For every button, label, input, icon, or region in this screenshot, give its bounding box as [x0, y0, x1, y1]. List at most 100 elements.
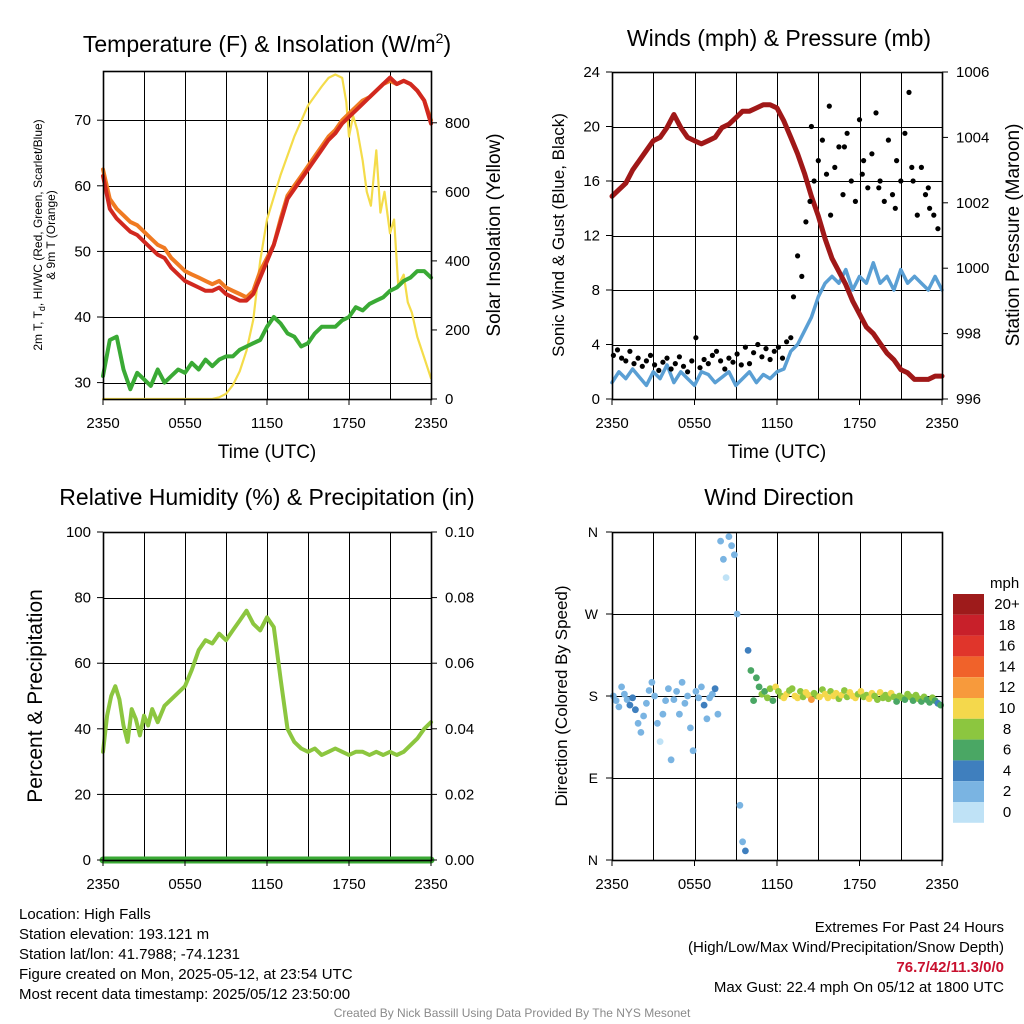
y-right-tick-label: 0.04: [445, 721, 474, 738]
x-tick-label: 1750: [843, 415, 876, 432]
y-right-tick-label: 1002: [956, 195, 989, 212]
colorbar-swatch: [953, 635, 984, 657]
gust-point: [652, 362, 658, 368]
gust-point: [779, 355, 786, 361]
gust-point: [927, 205, 933, 211]
y-tick-label: 40: [74, 721, 91, 738]
direction-point: [651, 692, 658, 700]
direction-point: [709, 690, 716, 698]
gust-point: [722, 366, 728, 372]
y-tick-label: 4: [592, 337, 600, 354]
colorbar: mph 20+ 18 16 14 12 10 8 6 4 2 0: [953, 575, 1020, 823]
chart-title: Relative Humidity (%) & Precipitation (i…: [59, 484, 474, 510]
gust-point: [680, 363, 687, 369]
x-tick-label: 1750: [332, 415, 365, 432]
x-tick-label: 2350: [414, 415, 447, 432]
direction-point: [714, 710, 722, 718]
direction-point: [739, 838, 746, 846]
gust-point: [910, 178, 916, 184]
y-tick-label: 30: [74, 375, 91, 392]
direction-point: [703, 715, 711, 723]
direction-point: [654, 719, 661, 727]
direction-point: [698, 683, 705, 691]
gust-point: [767, 356, 773, 363]
gust-point: [790, 294, 797, 300]
gust-point: [799, 273, 805, 279]
direction-point: [684, 692, 691, 700]
colorbar-swatch: [953, 677, 984, 698]
gust-point: [639, 363, 645, 369]
y-tick-label: 80: [74, 590, 91, 607]
gust-point: [701, 356, 707, 363]
direction-point: [832, 689, 840, 697]
y-tick-label: 16: [583, 173, 600, 190]
gust-point: [631, 361, 637, 367]
direction-point: [909, 697, 917, 704]
colorbar-swatch: [953, 739, 984, 761]
gust-point: [759, 354, 765, 360]
colorbar-swatch: [953, 594, 984, 615]
gust-point: [859, 171, 865, 177]
colorbar-label: 0: [1003, 804, 1011, 821]
colorbar-swatch: [953, 802, 984, 823]
gust-point: [832, 164, 838, 170]
y-tick-label: 60: [74, 178, 91, 195]
colorbar-label: 20+: [994, 596, 1020, 613]
direction-point: [731, 551, 738, 559]
x-tick-label: 2350: [925, 415, 958, 432]
y-right-tick-label: 200: [445, 322, 470, 339]
y-axis-label: Sonic Wind & Gust (Blue, Black): [549, 113, 568, 357]
gust-point: [877, 178, 883, 184]
y-right-axis-label: Solar Insolation (Yellow): [484, 133, 505, 336]
gust-point: [763, 346, 769, 352]
gust-point: [734, 351, 740, 357]
gust-point: [635, 355, 641, 361]
gust-point: [881, 198, 887, 204]
gust-point: [894, 158, 900, 164]
y-tick-label: 70: [74, 112, 91, 129]
gust-point: [718, 358, 724, 364]
y-tick-label: 100: [66, 524, 91, 541]
direction-point: [662, 697, 669, 704]
y-right-tick-label: 800: [445, 115, 470, 132]
direction-point: [885, 695, 892, 703]
y-right-tick-label: 0.02: [445, 786, 474, 803]
gust-point: [841, 144, 848, 150]
gust-point: [668, 366, 674, 372]
direction-point: [841, 687, 848, 694]
direction-point: [632, 706, 639, 714]
direction-point: [728, 542, 735, 550]
direction-point: [659, 710, 667, 718]
gust-point: [627, 348, 633, 354]
chart-wind_direction: 2350 0550 1150 1750 2350 N E S W N Wind Direction D…: [552, 484, 1020, 893]
series-gust-points: [610, 89, 941, 375]
chart-winds: 2350 0550 1150 1750 2350 0 4 8 12 16 20 24 996 998 100…: [549, 25, 1024, 463]
y-tick-label: 12: [583, 228, 600, 245]
y-right-tick-label: 400: [445, 253, 470, 270]
direction-point: [656, 738, 664, 745]
colorbar-label: 14: [999, 658, 1016, 675]
x-tick-label: 0550: [168, 876, 201, 893]
x-tick-label: 1150: [761, 876, 793, 893]
gust-point: [935, 226, 941, 232]
direction-point: [645, 687, 653, 694]
gust-point: [726, 355, 732, 361]
direction-point: [893, 698, 900, 705]
grid-lines: [103, 71, 431, 399]
gust-point: [876, 185, 882, 191]
series-station-pressure: [609, 102, 945, 382]
y-tick-label: 20: [74, 786, 91, 803]
x-tick-label: 0550: [168, 415, 201, 432]
direction-point: [665, 685, 672, 693]
gust-point: [656, 367, 662, 373]
direction-point: [733, 610, 741, 618]
gust-point: [819, 137, 826, 143]
series-sonic-wind: [610, 261, 944, 388]
direction-point: [901, 696, 909, 703]
direction-point: [769, 697, 777, 704]
direction-point: [689, 747, 697, 755]
gust-point: [873, 110, 879, 116]
chart-temperature: 2350 0550 1150 1750 2350 30 40 50 60 70 0 200 400 600…: [31, 30, 505, 463]
x-tick-label: 2350: [414, 876, 447, 893]
colorbar-label: 10: [999, 700, 1016, 717]
